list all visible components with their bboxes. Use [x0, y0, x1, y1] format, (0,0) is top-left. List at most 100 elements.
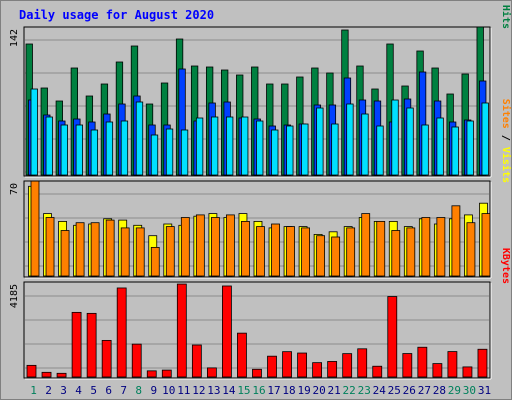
pages-bar: [421, 124, 429, 176]
x-tick-label: 15: [237, 384, 250, 397]
kbytes-bar: [477, 348, 488, 378]
kbytes-bar: [342, 353, 353, 378]
kbytes-bar: [237, 332, 247, 378]
sites-bar: [241, 220, 250, 277]
x-tick-label: 16: [252, 384, 265, 397]
pages-bar: [241, 116, 249, 176]
sites-bar: [120, 227, 130, 277]
sites-bar: [271, 223, 280, 277]
kbytes-bar: [252, 368, 262, 378]
pages-bar: [301, 123, 309, 176]
x-tick-label: 7: [120, 384, 127, 397]
sites-bar: [195, 214, 205, 277]
sites-bar: [421, 217, 431, 277]
legend-kbytes: KBytes: [500, 248, 511, 284]
x-tick-label: 26: [403, 384, 416, 397]
sites-bar: [436, 217, 446, 277]
sites-bar: [331, 236, 341, 277]
pages-bar: [481, 102, 489, 176]
kbytes-bar: [417, 346, 428, 378]
sites-bar: [150, 246, 160, 277]
kbytes-bar: [86, 312, 97, 378]
y-tick-max-visits: 70: [9, 183, 20, 195]
pages-bar: [75, 124, 83, 176]
x-tick-label: 22: [343, 384, 356, 397]
kbytes-bar: [387, 296, 398, 378]
sites-bar: [60, 230, 70, 277]
kbytes-bar: [267, 355, 277, 378]
kbytes-bar: [191, 344, 202, 378]
x-tick-label: 30: [463, 384, 476, 397]
sites-bar: [466, 222, 476, 277]
pages-bar: [135, 101, 144, 176]
x-tick-label: 29: [448, 384, 461, 397]
sites-bar: [210, 217, 220, 277]
x-tick-label: 6: [105, 384, 112, 397]
pages-bar: [406, 107, 414, 176]
pages-bar: [331, 123, 339, 176]
panel-3-plot-area: [23, 281, 491, 379]
pages-bar: [165, 128, 174, 176]
pages-bar: [376, 125, 384, 176]
sites-bar: [451, 205, 461, 277]
pages-bar: [346, 103, 354, 176]
pages-bar: [451, 126, 459, 176]
x-tick-label: 5: [90, 384, 97, 397]
pages-bar: [226, 116, 234, 176]
x-tick-label: 31: [478, 384, 491, 397]
kbytes-bar: [372, 365, 383, 378]
x-tick-label: 3: [60, 384, 67, 397]
pages-bar: [45, 116, 53, 176]
sites-bar: [135, 227, 145, 277]
y-tick-max-hits: 142: [9, 29, 20, 47]
sites-bar: [226, 214, 235, 277]
kbytes-bar: [402, 353, 413, 378]
x-tick-label: 25: [388, 384, 401, 397]
legend-hits-files-pages: Pages / Files / Hits: [500, 1, 511, 29]
kbytes-bar: [71, 311, 82, 378]
sites-bar: [481, 213, 491, 277]
sites-bar: [286, 226, 295, 277]
kbytes-bar: [161, 369, 172, 378]
pages-bar: [256, 120, 264, 176]
sites-bar: [406, 227, 416, 277]
sites-bar: [165, 226, 175, 277]
sites-bar: [45, 217, 55, 277]
chart-title: Daily usage for August 2020: [19, 8, 214, 22]
x-tick-label: 18: [282, 384, 295, 397]
x-tick-label: 28: [433, 384, 446, 397]
pages-bar: [286, 125, 294, 176]
kbytes-bar: [462, 366, 473, 378]
sites-bar: [90, 222, 100, 277]
x-tick-label: 10: [162, 384, 175, 397]
sites-bar: [361, 213, 371, 277]
pages-bar: [30, 88, 38, 176]
pages-bar: [271, 129, 279, 176]
sites-bar: [376, 220, 386, 277]
pages-bar: [105, 121, 114, 176]
kbytes-bar: [297, 352, 307, 378]
sites-bar: [180, 217, 190, 277]
x-tick-label: 9: [150, 384, 157, 397]
x-tick-label: 4: [75, 384, 82, 397]
kbytes-bar: [327, 361, 338, 378]
x-tick-label: 20: [312, 384, 325, 397]
x-tick-label: 19: [297, 384, 310, 397]
sites-bar: [105, 219, 115, 277]
kbytes-bar: [206, 367, 217, 378]
kbytes-bar: [447, 351, 458, 378]
pages-bar: [150, 134, 159, 176]
kbytes-bar: [312, 362, 323, 378]
x-tick-label: 2: [45, 384, 52, 397]
pages-bar: [391, 99, 399, 176]
kbytes-bar: [146, 370, 157, 378]
x-tick-label: 14: [222, 384, 236, 397]
x-tick-label: 1: [30, 384, 37, 397]
legend-sites-visits: Sites / Visits: [500, 99, 511, 183]
x-tick-label: 24: [373, 384, 387, 397]
pages-bar: [90, 129, 99, 176]
kbytes-bar: [282, 351, 292, 378]
sites-bar: [30, 180, 40, 277]
sites-bar: [346, 227, 356, 277]
